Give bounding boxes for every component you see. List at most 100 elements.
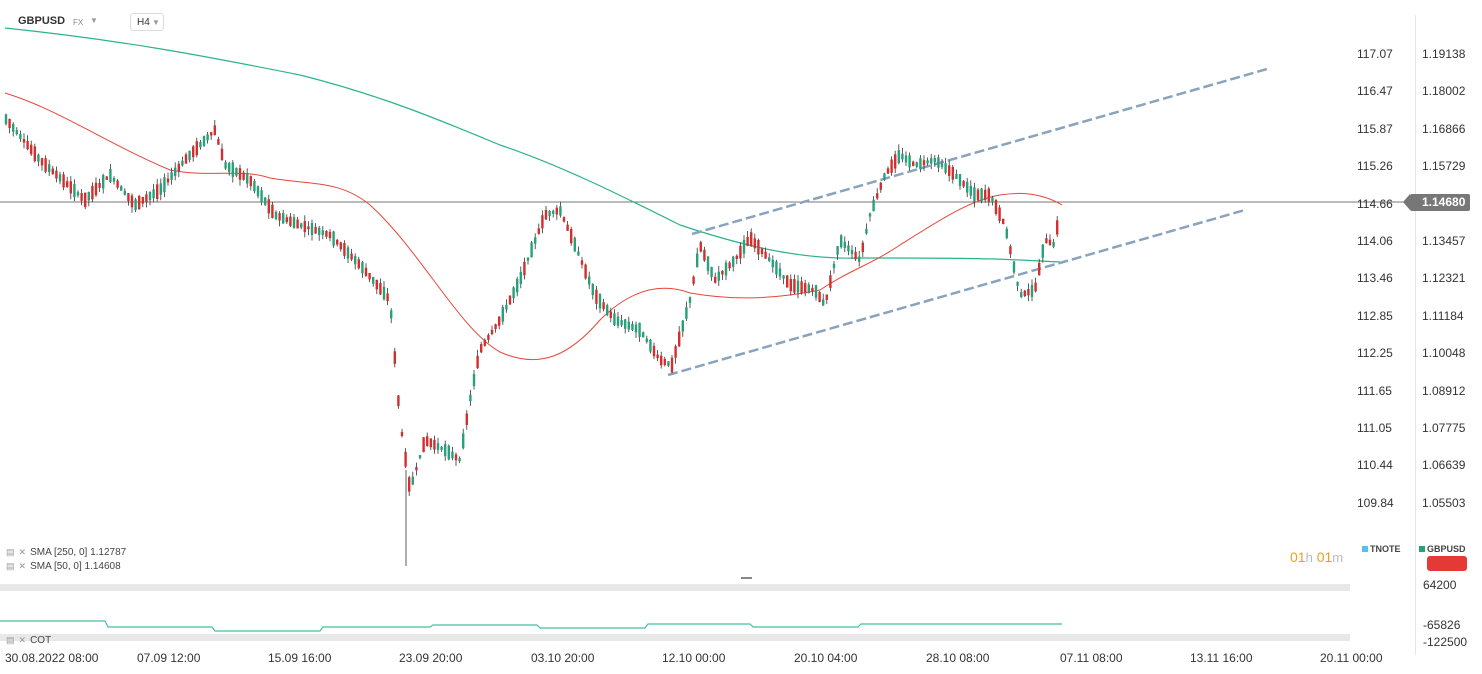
candle-body: [465, 413, 468, 425]
cot-axis-value: -122500: [1423, 635, 1468, 649]
candle-body: [984, 189, 987, 201]
candle-body: [930, 158, 933, 164]
price-axis-label: 111.65: [1357, 383, 1392, 398]
candle-body: [897, 150, 900, 164]
candle-body: [649, 339, 652, 352]
candle-body: [267, 199, 270, 214]
candle-body: [908, 155, 911, 168]
candle-body: [156, 184, 159, 199]
candle-body: [476, 355, 479, 369]
candle-body: [300, 223, 303, 228]
candle-body: [426, 436, 429, 446]
candle-body: [411, 476, 414, 485]
price-axis-label: 1.16866: [1422, 121, 1466, 136]
indicator-sma50[interactable]: ▤ ✕ SMA [50, 0] 1.14608: [6, 561, 121, 572]
candle-body: [375, 279, 378, 290]
candle-body: [782, 275, 785, 279]
candle-body: [231, 162, 234, 177]
legend-gbpusd[interactable]: GBPUSD: [1419, 544, 1466, 554]
timeframe-select[interactable]: H4 ▼: [130, 13, 164, 31]
candle-body: [498, 316, 501, 326]
candle-body: [51, 168, 54, 175]
candle-body: [127, 193, 130, 202]
candle-body: [246, 173, 249, 184]
candle-body: [843, 241, 846, 248]
candle-body: [850, 249, 854, 255]
candle-body: [1056, 220, 1059, 235]
candle-body: [656, 354, 659, 359]
candle-body: [645, 338, 648, 342]
symbol-color-button[interactable]: [1427, 556, 1467, 571]
candle-body: [253, 181, 256, 192]
candle-body: [670, 357, 674, 373]
candle-body: [922, 160, 926, 166]
candlestick-series: [4, 113, 1059, 566]
candle-body: [303, 221, 306, 233]
symbol-label[interactable]: GBPUSD: [18, 15, 66, 27]
settings-icon[interactable]: ▤: [6, 561, 15, 571]
indicator-cot[interactable]: ▤ ✕ COT: [6, 635, 51, 646]
candle-body: [318, 227, 321, 236]
candle-body: [793, 279, 796, 293]
candle-body: [260, 190, 263, 203]
candle-body: [37, 154, 40, 162]
candle-body: [523, 261, 526, 276]
candle-body: [613, 313, 616, 326]
candle-body: [69, 181, 72, 194]
candle-body: [138, 195, 141, 210]
close-icon[interactable]: ✕: [18, 635, 27, 645]
candle-body: [696, 253, 699, 268]
candle-body: [123, 190, 126, 195]
candle-body: [418, 455, 422, 459]
candle-body: [933, 157, 936, 163]
candle-body: [1045, 238, 1048, 244]
candle-body: [98, 182, 101, 188]
candle-body: [289, 216, 292, 226]
close-icon[interactable]: ✕: [18, 547, 27, 557]
pane-separator[interactable]: [0, 584, 1350, 591]
candle-body: [919, 158, 922, 170]
time-axis-label: 20.10 04:00: [794, 651, 858, 665]
candle-body: [901, 153, 904, 160]
candle-body: [210, 132, 213, 136]
candle-body: [271, 204, 274, 219]
candle-body: [62, 174, 65, 188]
price-axis-label: 116.47: [1357, 84, 1393, 99]
candle-body: [436, 443, 440, 450]
legend-tnote[interactable]: TNOTE: [1362, 544, 1401, 554]
candle-body: [120, 186, 123, 191]
candle-body: [577, 251, 580, 256]
chevron-down-icon: ▼: [152, 18, 160, 27]
settings-icon[interactable]: ▤: [6, 547, 15, 557]
candle-body: [674, 346, 677, 358]
candle-body: [44, 158, 47, 172]
candle-body: [948, 165, 951, 176]
candle-body: [1027, 289, 1030, 296]
close-icon[interactable]: ✕: [18, 561, 27, 571]
candle-body: [94, 182, 98, 196]
chevron-down-icon[interactable]: ▼: [90, 16, 98, 25]
price-axis-label: 115.87: [1357, 121, 1393, 136]
candle-body: [796, 280, 800, 293]
candle-body: [516, 278, 519, 293]
chart-header: GBPUSD FX ▼ H4 ▼: [0, 0, 1482, 40]
candle-body: [224, 162, 227, 169]
candle-body: [390, 310, 393, 319]
candle-body: [343, 242, 346, 256]
candle-body: [400, 431, 404, 437]
candle-body: [55, 170, 58, 179]
candle-body: [602, 302, 605, 310]
indicator-sma250[interactable]: ▤ ✕ SMA [250, 0] 1.12787: [6, 547, 126, 558]
time-axis-label: 15.09 16:00: [268, 651, 332, 665]
indicator-label: SMA [50, 0] 1.14608: [30, 561, 121, 572]
candle-body: [404, 451, 407, 467]
candle-body: [944, 163, 947, 173]
candle-body: [814, 285, 818, 298]
candle-body: [544, 209, 548, 220]
indicator-label: SMA [250, 0] 1.12787: [30, 547, 127, 558]
cot-axis-value: -65826: [1423, 618, 1461, 632]
resize-handle-icon[interactable]: [741, 577, 752, 579]
settings-icon[interactable]: ▤: [6, 635, 15, 645]
candle-body: [786, 275, 789, 288]
